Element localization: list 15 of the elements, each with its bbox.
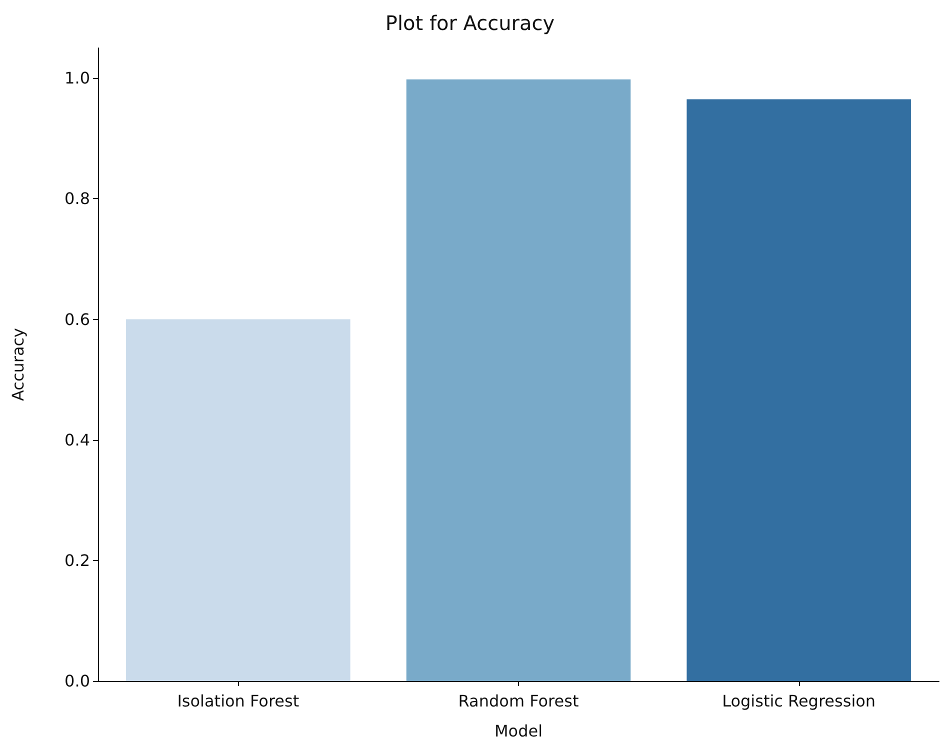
x-tick-label: Isolation Forest bbox=[177, 692, 300, 710]
bar bbox=[406, 79, 631, 681]
y-tick-label: 0.0 bbox=[64, 672, 90, 690]
y-tick-label: 0.8 bbox=[64, 189, 90, 208]
y-tick-label: 0.2 bbox=[64, 550, 90, 570]
bar bbox=[686, 99, 911, 681]
y-axis-title: Accuracy bbox=[8, 328, 28, 402]
x-axis-title: Model bbox=[494, 722, 543, 740]
chart-title: Plot for Accuracy bbox=[385, 11, 555, 35]
x-tick-label: Random Forest bbox=[458, 692, 579, 710]
y-tick-label: 1.0 bbox=[64, 68, 90, 88]
x-tick-label: Logistic Regression bbox=[722, 692, 876, 710]
y-tick-label: 0.6 bbox=[64, 310, 90, 329]
bar bbox=[126, 319, 350, 681]
y-tick-label: 0.4 bbox=[64, 430, 90, 450]
